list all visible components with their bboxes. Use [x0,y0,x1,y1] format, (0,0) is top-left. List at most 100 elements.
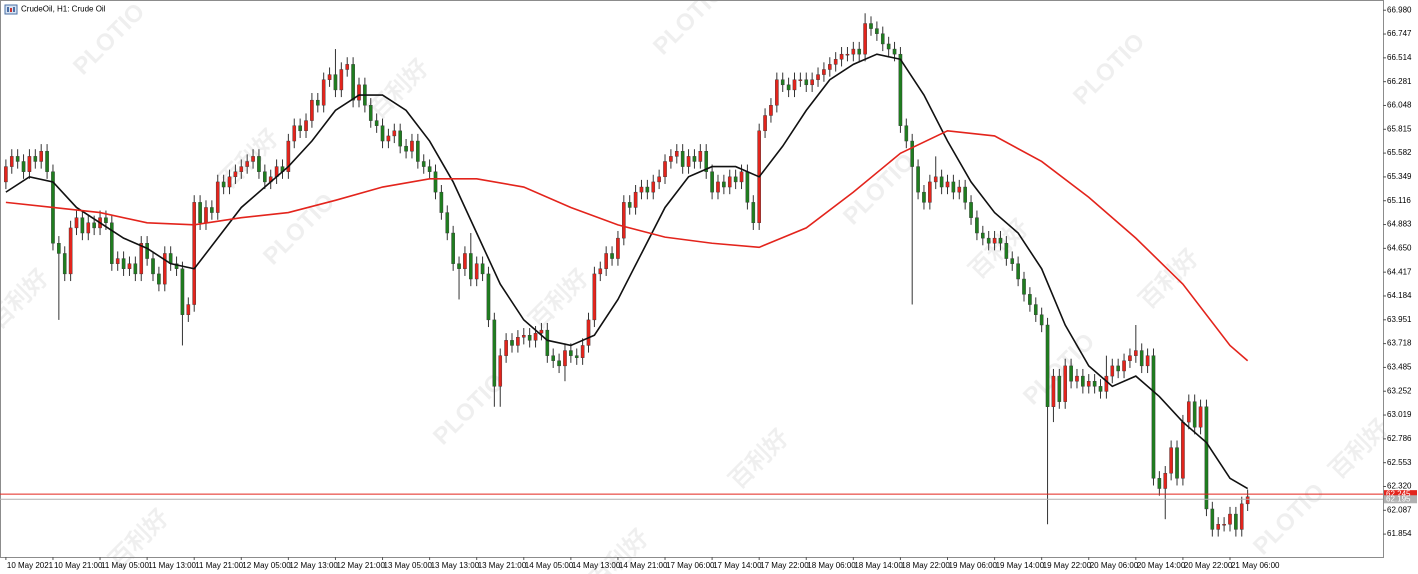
candle-body [1198,406,1203,428]
candle-body [1181,421,1185,479]
candle-body [86,222,91,234]
x-tick-label: 13 May 05:00 [384,561,433,570]
price-label-box [1384,495,1417,504]
candle-body [822,69,826,75]
candle-body [68,227,73,275]
y-tick-label: 63.019 [1387,410,1412,419]
candle-body [1204,406,1209,510]
candle-body [121,258,126,269]
candle-body [922,191,926,203]
candle-body [1186,401,1191,423]
y-tick-label: 65.815 [1387,124,1412,133]
candle-body [474,263,479,280]
y-tick-label: 62.087 [1387,505,1412,514]
candle-body [945,181,950,188]
candle-body [569,350,573,356]
y-tick-label: 62.553 [1387,458,1412,467]
candle-body [828,64,832,70]
candle-body [9,156,14,167]
candle-body [916,166,920,193]
candle-body [933,176,938,183]
x-tick-label: 20 May 14:00 [1137,561,1186,570]
candle-body [45,151,49,172]
candle-body [869,23,873,29]
candle-body [786,84,791,91]
candle-body [1228,513,1232,525]
candle-body [310,99,314,121]
candle-body [139,243,144,275]
candle-body [57,243,61,254]
candle-body [433,171,438,193]
candle-body [1010,258,1015,264]
x-tick-label: 14 May 13:00 [572,561,621,570]
candle-body [498,355,503,387]
candle-body [80,217,85,234]
candle-body [374,120,379,126]
candle-body [469,253,473,280]
candle-body [1210,508,1215,530]
candle-body [445,212,450,234]
candle-body [657,176,661,183]
y-tick-label: 64.184 [1387,291,1412,300]
candle-body [1145,355,1150,367]
x-tick-label: 20 May 22:00 [1184,561,1233,570]
y-tick-label: 63.718 [1387,339,1412,348]
candle-body [192,202,197,305]
candle-body [110,222,114,264]
x-tick-label: 14 May 21:00 [619,561,668,570]
candle-body [751,202,756,224]
y-tick-label: 64.650 [1387,243,1412,252]
candle-body [221,181,226,188]
candle-body [851,48,856,55]
y-tick-label: 66.514 [1387,53,1412,62]
candle-body [845,53,850,56]
y-tick-label: 65.582 [1387,148,1412,157]
candle-body [510,340,514,346]
candle-body [315,99,320,106]
candle-body [627,202,632,208]
candle-body [451,232,455,264]
candle-body [227,176,232,188]
candle-body [957,186,962,193]
candle-body [1092,381,1097,387]
y-tick-label: 62.320 [1387,482,1412,491]
candle-body [1033,304,1038,315]
y-tick-label: 63.951 [1387,315,1412,324]
candle-body [333,74,338,91]
y-tick-label: 66.747 [1387,29,1412,38]
candle-body [622,202,626,239]
candle-body [1122,360,1126,372]
candle-body [1004,243,1009,259]
candle-body [981,232,985,239]
x-tick-label: 12 May 05:00 [242,561,291,570]
candle-body [292,125,297,142]
candle-body [233,171,238,178]
candle-body [710,171,714,193]
candle-body [416,140,420,162]
candle-body [533,332,538,341]
candle-body [669,156,673,162]
candle-body [304,120,308,132]
candle-body [775,79,779,106]
candle-body [574,355,579,358]
candle-body [763,115,767,132]
x-tick-label: 13 May 13:00 [431,561,480,570]
x-tick-label: 19 May 06:00 [949,561,998,570]
candle-body [875,28,879,34]
candle-body [1104,375,1109,392]
candle-body [733,176,738,183]
candle-body [680,151,685,167]
candle-body [386,135,391,142]
candle-body [327,74,332,80]
plot-frame [0,0,1384,558]
candle-body [969,202,973,218]
x-tick-label: 17 May 06:00 [666,561,715,570]
candle-body [162,253,167,285]
candle-body [1086,381,1091,387]
candle-body [639,186,644,193]
candle-body [339,69,344,91]
x-tick-label: 14 May 05:00 [525,561,574,570]
candle-body [1081,375,1085,387]
